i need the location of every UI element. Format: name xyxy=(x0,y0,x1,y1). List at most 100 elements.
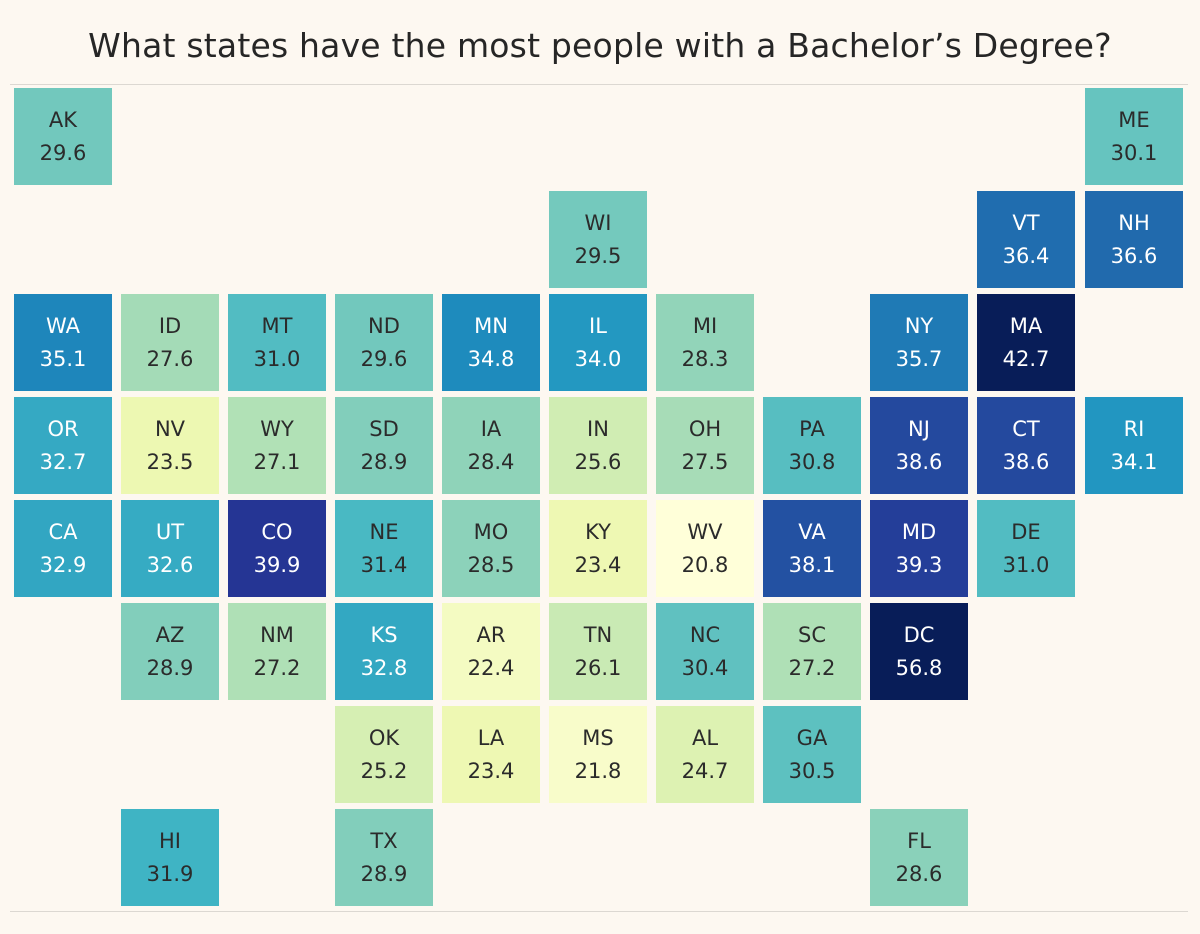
state-tile-ny[interactable]: NY 35.7 xyxy=(870,294,968,391)
state-value: 32.9 xyxy=(39,553,87,577)
state-abbr: ID xyxy=(158,314,182,338)
state-value: 38.6 xyxy=(895,450,943,474)
state-tile-in[interactable]: IN 25.6 xyxy=(549,397,647,494)
state-tile-me[interactable]: ME 30.1 xyxy=(1085,88,1183,185)
state-tile-ct[interactable]: CT 38.6 xyxy=(977,397,1075,494)
state-abbr: LA xyxy=(477,726,505,750)
state-value: 25.6 xyxy=(574,450,622,474)
state-tile-ga[interactable]: GA 30.5 xyxy=(763,706,861,803)
state-value: 39.9 xyxy=(253,553,301,577)
state-abbr: AZ xyxy=(155,623,185,647)
state-tile-mo[interactable]: MO 28.5 xyxy=(442,500,540,597)
state-value: 38.6 xyxy=(1002,450,1050,474)
state-abbr: WI xyxy=(584,211,612,235)
state-tile-ok[interactable]: OK 25.2 xyxy=(335,706,433,803)
state-abbr: HI xyxy=(159,829,181,853)
state-tile-id[interactable]: ID 27.6 xyxy=(121,294,219,391)
state-tile-or[interactable]: OR 32.7 xyxy=(14,397,112,494)
state-tile-de[interactable]: DE 31.0 xyxy=(977,500,1075,597)
state-abbr: KY xyxy=(585,520,611,544)
state-abbr: NJ xyxy=(908,417,930,441)
state-tile-pa[interactable]: PA 30.8 xyxy=(763,397,861,494)
state-value: 28.4 xyxy=(467,450,515,474)
state-value: 23.4 xyxy=(574,553,622,577)
state-tile-ak[interactable]: AK 29.6 xyxy=(14,88,112,185)
state-tile-oh[interactable]: OH 27.5 xyxy=(656,397,754,494)
state-tile-ca[interactable]: CA 32.9 xyxy=(14,500,112,597)
state-tile-ma[interactable]: MA 42.7 xyxy=(977,294,1075,391)
state-tile-fl[interactable]: FL 28.6 xyxy=(870,809,968,906)
state-tile-sc[interactable]: SC 27.2 xyxy=(763,603,861,700)
state-tile-tn[interactable]: TN 26.1 xyxy=(549,603,647,700)
chart-title: What states have the most people with a … xyxy=(88,26,1112,65)
state-abbr: AK xyxy=(48,108,78,132)
state-tile-sd[interactable]: SD 28.9 xyxy=(335,397,433,494)
state-tile-ia[interactable]: IA 28.4 xyxy=(442,397,540,494)
state-value: 28.3 xyxy=(681,347,729,371)
top-divider xyxy=(10,84,1188,85)
state-abbr: NY xyxy=(904,314,934,338)
state-abbr: NV xyxy=(154,417,186,441)
state-tile-wi[interactable]: WI 29.5 xyxy=(549,191,647,288)
state-abbr: DC xyxy=(903,623,935,647)
state-value: 26.1 xyxy=(574,656,622,680)
state-value: 42.7 xyxy=(1002,347,1050,371)
state-abbr: OR xyxy=(47,417,79,441)
state-value: 24.7 xyxy=(681,759,729,783)
state-tile-dc[interactable]: DC 56.8 xyxy=(870,603,968,700)
state-tile-la[interactable]: LA 23.4 xyxy=(442,706,540,803)
state-value: 27.2 xyxy=(253,656,301,680)
state-tile-va[interactable]: VA 38.1 xyxy=(763,500,861,597)
state-abbr: UT xyxy=(155,520,185,544)
state-tile-ri[interactable]: RI 34.1 xyxy=(1085,397,1183,494)
state-value: 38.1 xyxy=(788,553,836,577)
state-abbr: ME xyxy=(1118,108,1150,132)
state-abbr: MS xyxy=(582,726,614,750)
state-tile-ks[interactable]: KS 32.8 xyxy=(335,603,433,700)
state-tile-tx[interactable]: TX 28.9 xyxy=(335,809,433,906)
state-value: 36.4 xyxy=(1002,244,1050,268)
state-tile-mn[interactable]: MN 34.8 xyxy=(442,294,540,391)
state-value: 31.0 xyxy=(253,347,301,371)
state-tile-nd[interactable]: ND 29.6 xyxy=(335,294,433,391)
state-tile-nj[interactable]: NJ 38.6 xyxy=(870,397,968,494)
state-tile-mt[interactable]: MT 31.0 xyxy=(228,294,326,391)
state-tile-ar[interactable]: AR 22.4 xyxy=(442,603,540,700)
state-value: 56.8 xyxy=(895,656,943,680)
state-value: 29.5 xyxy=(574,244,622,268)
state-value: 23.5 xyxy=(146,450,194,474)
state-tile-ne[interactable]: NE 31.4 xyxy=(335,500,433,597)
state-tile-nv[interactable]: NV 23.5 xyxy=(121,397,219,494)
state-tile-hi[interactable]: HI 31.9 xyxy=(121,809,219,906)
state-tile-wy[interactable]: WY 27.1 xyxy=(228,397,326,494)
state-tile-co[interactable]: CO 39.9 xyxy=(228,500,326,597)
state-abbr: OH xyxy=(688,417,722,441)
state-tile-wa[interactable]: WA 35.1 xyxy=(14,294,112,391)
state-tile-wv[interactable]: WV 20.8 xyxy=(656,500,754,597)
state-tile-ky[interactable]: KY 23.4 xyxy=(549,500,647,597)
state-abbr: TX xyxy=(370,829,398,853)
state-value: 28.5 xyxy=(467,553,515,577)
state-abbr: OK xyxy=(368,726,400,750)
state-tile-mi[interactable]: MI 28.3 xyxy=(656,294,754,391)
state-tile-nc[interactable]: NC 30.4 xyxy=(656,603,754,700)
state-abbr: AL xyxy=(691,726,719,750)
state-abbr: NM xyxy=(260,623,294,647)
state-tile-nm[interactable]: NM 27.2 xyxy=(228,603,326,700)
state-tile-vt[interactable]: VT 36.4 xyxy=(977,191,1075,288)
state-tile-al[interactable]: AL 24.7 xyxy=(656,706,754,803)
state-abbr: GA xyxy=(796,726,828,750)
state-abbr: TN xyxy=(583,623,613,647)
state-tile-il[interactable]: IL 34.0 xyxy=(549,294,647,391)
state-abbr: NE xyxy=(369,520,399,544)
state-abbr: IN xyxy=(587,417,609,441)
state-tile-nh[interactable]: NH 36.6 xyxy=(1085,191,1183,288)
state-tile-ut[interactable]: UT 32.6 xyxy=(121,500,219,597)
state-tile-md[interactable]: MD 39.3 xyxy=(870,500,968,597)
state-tile-ms[interactable]: MS 21.8 xyxy=(549,706,647,803)
state-value: 23.4 xyxy=(467,759,515,783)
state-value: 20.8 xyxy=(681,553,729,577)
state-tile-az[interactable]: AZ 28.9 xyxy=(121,603,219,700)
state-abbr: RI xyxy=(1123,417,1145,441)
